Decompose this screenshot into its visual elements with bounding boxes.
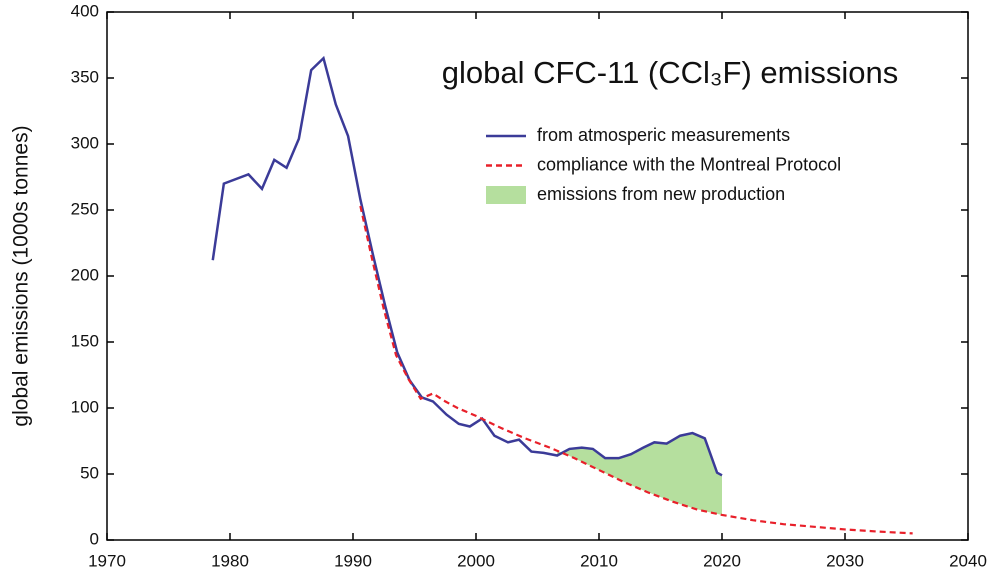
legend-swatch	[486, 186, 526, 204]
x-tick-label: 2000	[457, 551, 495, 570]
line	[211, 55, 723, 477]
plot-frame	[106, 11, 969, 541]
x-tick-label: 1970	[88, 551, 126, 570]
y-tick-label: 150	[71, 331, 99, 350]
y-tick-label: 350	[71, 67, 99, 86]
legend-label: from atmosperic measurements	[537, 125, 790, 145]
y-tick-label: 250	[71, 199, 99, 218]
area	[557, 433, 722, 515]
y-tick-label: 300	[71, 133, 99, 152]
chart-title: global CFC-11 (CCl₃F) emissions	[442, 55, 898, 90]
y-tick-label: 400	[71, 1, 99, 20]
y-tick-label: 100	[71, 397, 99, 416]
x-tick-label: 1990	[334, 551, 372, 570]
x-tick-label: 2010	[580, 551, 618, 570]
y-tick-label: 0	[90, 529, 99, 548]
legend-label: emissions from new production	[537, 184, 785, 204]
x-tick-label: 2030	[826, 551, 864, 570]
x-tick-label: 2040	[949, 551, 987, 570]
y-tick-label: 50	[80, 463, 99, 482]
y-tick-label: 200	[71, 265, 99, 284]
x-tick-label: 1980	[211, 551, 249, 570]
legend-label: compliance with the Montreal Protocol	[537, 154, 841, 174]
y-axis-label: global emissions (1000s tonnes)	[10, 125, 33, 426]
line	[359, 205, 913, 535]
x-tick-label: 2020	[703, 551, 741, 570]
